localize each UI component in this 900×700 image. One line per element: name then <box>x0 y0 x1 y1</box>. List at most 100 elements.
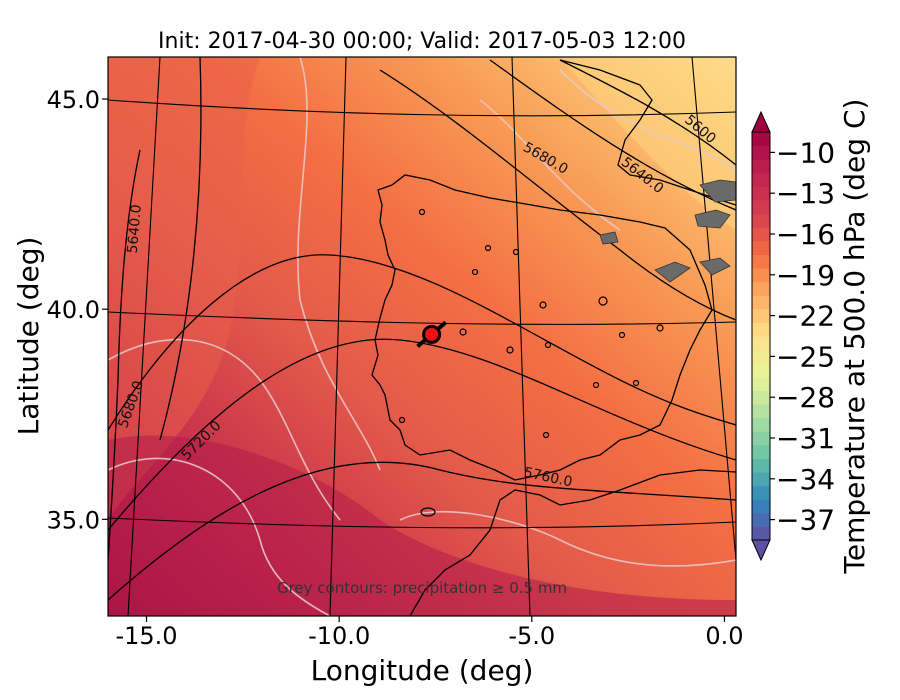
colorbar-tick-label: −31 <box>776 422 835 455</box>
colorbar-level <box>752 172 770 187</box>
meridian-line <box>691 57 736 561</box>
france-coastline <box>559 59 736 206</box>
island-shape <box>694 209 731 229</box>
colorbar-level <box>752 268 770 283</box>
precipitation-contours <box>108 57 736 616</box>
colorbar-level <box>752 254 770 269</box>
small-features <box>398 208 664 517</box>
height-contour-5720 <box>108 338 736 531</box>
colorbar-level <box>752 132 770 147</box>
precip-contour <box>399 510 736 567</box>
parallel-line <box>108 99 736 117</box>
marker-dot <box>422 324 442 344</box>
feature-dot <box>618 331 626 339</box>
colorbar-level <box>752 444 770 459</box>
parallel-line <box>108 517 736 529</box>
plot-frame <box>107 56 737 617</box>
map-area: 56005640.05680.05640.05680.05720.05760.0… <box>108 57 736 616</box>
feature-dot <box>592 381 600 389</box>
colorbar-tick-label: −16 <box>776 218 835 251</box>
feature-dot <box>420 507 436 517</box>
meridian-line <box>329 57 347 616</box>
temperature-band-south <box>108 435 736 616</box>
height-contour-5680-east <box>379 69 736 321</box>
feature-dot <box>506 346 514 354</box>
island-shape <box>654 261 691 283</box>
height-contour-5760 <box>108 461 736 601</box>
colorbar-extend-max <box>751 110 771 133</box>
africa-coastline <box>409 469 736 616</box>
colorbar-tick-label: −10 <box>776 136 835 169</box>
x-axis-ticks: -15.0 -10.0 -5.0 0.0 <box>115 616 744 650</box>
colorbar-tick-label: −34 <box>776 463 835 496</box>
colorbar-level <box>752 526 770 541</box>
y-tick-label: 40.0 <box>47 296 100 324</box>
location-marker <box>416 320 447 348</box>
feature-dot <box>632 379 640 387</box>
annotation-text: Grey contours: precipitation ≥ 0.5 mm <box>277 579 567 597</box>
height-contour-5620-west <box>159 57 202 441</box>
feature-dot <box>539 301 547 309</box>
colorbar-level <box>752 431 770 446</box>
y-tick-label: 45.0 <box>47 86 100 114</box>
colorbar-level <box>752 390 770 405</box>
feature-dot <box>484 244 492 252</box>
colorbar-level <box>752 200 770 215</box>
islands <box>599 179 736 283</box>
feature-dot <box>512 248 520 256</box>
colorbar-level <box>752 213 770 228</box>
colorbar-level <box>752 404 770 419</box>
meridian-line <box>511 57 531 616</box>
colorbar-extend-min <box>751 539 771 562</box>
feature-dot <box>418 208 426 216</box>
colorbar-tick-label: −22 <box>776 300 835 333</box>
colorbar-level <box>752 458 770 473</box>
y-axis-label: Latitude (deg) <box>12 237 45 436</box>
temperature-band-west <box>108 57 260 520</box>
precip-contour <box>297 57 381 471</box>
precip-contour <box>108 457 331 616</box>
colorbar-tick-label: −25 <box>776 340 835 373</box>
island-shape <box>699 257 731 276</box>
chart-title: Init: 2017-04-30 00:00; Valid: 2017-05-0… <box>158 29 686 54</box>
colorbar-level <box>752 186 770 201</box>
island-shape <box>599 231 619 245</box>
colorbar-level <box>752 227 770 242</box>
colorbar-level <box>752 376 770 391</box>
colorbar-tick-label: −37 <box>776 504 835 537</box>
colorbar-level <box>752 281 770 296</box>
colorbar-level <box>752 472 770 487</box>
colorbar-tick-label: −28 <box>776 381 835 414</box>
island-shape <box>699 179 736 203</box>
feature-dot <box>542 431 550 439</box>
colorbar-tick-label: −13 <box>776 177 835 210</box>
precip-contour <box>108 338 341 521</box>
feature-dot <box>598 296 608 306</box>
iberia-coastline <box>371 174 713 481</box>
feature-dot <box>656 324 664 332</box>
precip-contour <box>559 69 736 176</box>
colorbar-label: Temperature at 500.0 hPa (deg C) <box>838 99 871 575</box>
x-axis-label: Longitude (deg) <box>311 654 534 687</box>
colorbar-level <box>752 363 770 378</box>
x-tick-label: -15.0 <box>115 622 177 650</box>
feature-dot <box>471 268 479 276</box>
meridian-line <box>127 57 161 616</box>
contour-label: 5640.0 <box>125 204 145 254</box>
colorbar-level <box>752 145 770 160</box>
colorbar-level <box>752 485 770 500</box>
colorbar-tick-label: −19 <box>776 259 835 292</box>
feature-dot <box>398 416 406 424</box>
colorbar-level <box>752 159 770 174</box>
temperature-band-northeast <box>560 57 736 230</box>
colorbar-level <box>752 295 770 310</box>
colorbar: −10 −13 −16 −19 −22 −25 −28 −31 −34 −37 <box>751 110 835 562</box>
colorbar-level <box>752 512 770 527</box>
colorbar-level <box>752 308 770 323</box>
colorbar-frame <box>751 131 771 541</box>
feature-dot <box>459 328 467 336</box>
x-tick-label: 0.0 <box>705 622 743 650</box>
colorbar-level <box>752 417 770 432</box>
colorbar-level <box>752 336 770 351</box>
